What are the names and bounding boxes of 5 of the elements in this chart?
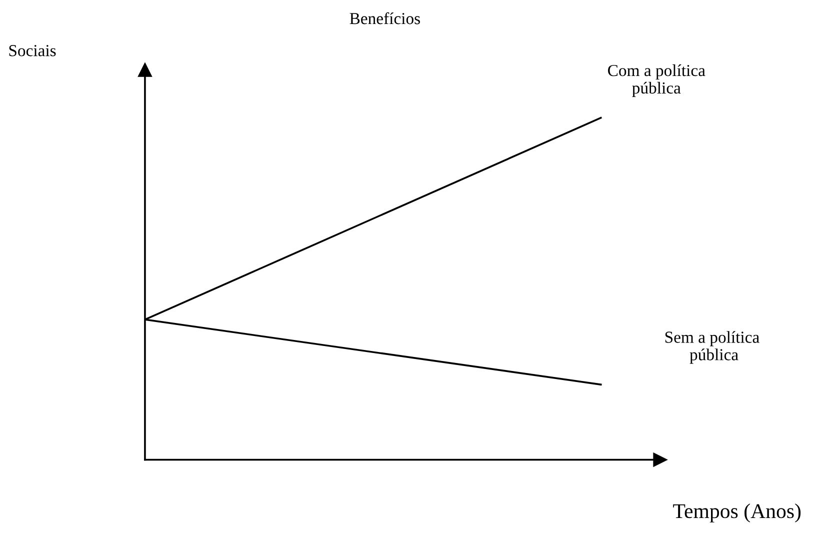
x-axis-title: Tempos (Anos) [673, 504, 801, 522]
chart-title: Benefícios [350, 12, 420, 24]
series-label: Com a política pública [608, 64, 706, 97]
text: Sem a política pública [665, 331, 760, 364]
y-axis-title: Sociais [9, 45, 56, 56]
